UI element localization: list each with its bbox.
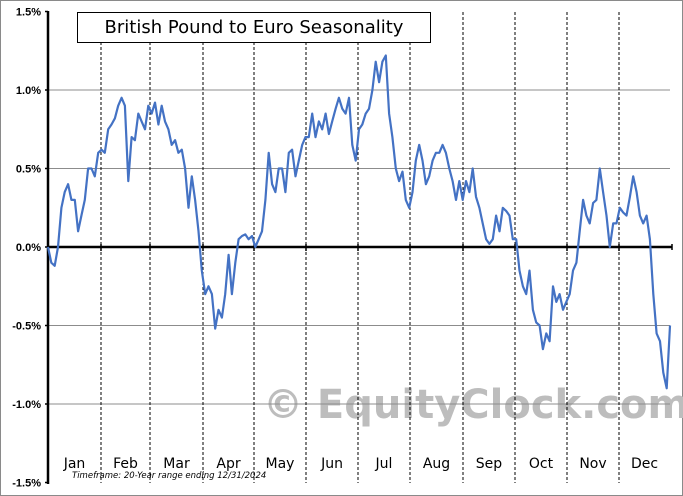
month-label: Jul — [375, 456, 393, 472]
y-tick-label: 0.0% — [16, 242, 41, 254]
y-tick-label: -0.5% — [12, 321, 41, 333]
month-label: Mar — [163, 456, 190, 472]
month-label: May — [266, 456, 295, 472]
month-label: Apr — [216, 456, 240, 472]
month-label: Oct — [529, 456, 554, 472]
gridlines — [48, 89, 670, 405]
y-tick-label: 1.5% — [16, 7, 41, 19]
month-label: Jun — [320, 456, 343, 472]
month-label: Sep — [476, 456, 503, 472]
y-tick-label: -1.5% — [12, 478, 41, 490]
seasonal-line — [46, 54, 672, 390]
month-label: Nov — [579, 456, 606, 472]
x-axis-labels: Jan Feb Mar Apr May Jun Jul Aug Sep Oct Nov Dec — [63, 456, 658, 472]
month-label: Feb — [113, 456, 138, 472]
month-label: Dec — [631, 456, 658, 472]
y-tick-label: -1.0% — [12, 399, 41, 411]
chart-title: British Pound to Euro Seasonality — [77, 12, 431, 43]
watermark: © EquityClock.com — [263, 382, 683, 428]
month-label: Aug — [423, 456, 450, 472]
month-label: Jan — [63, 456, 86, 472]
watermark-text: © EquityClock.com — [263, 382, 683, 428]
timeframe-note: Timeframe: 20-Year range ending 12/31/20… — [72, 471, 266, 481]
y-tick-label: 1.0% — [16, 85, 41, 97]
y-tick-label: 0.5% — [16, 164, 41, 176]
